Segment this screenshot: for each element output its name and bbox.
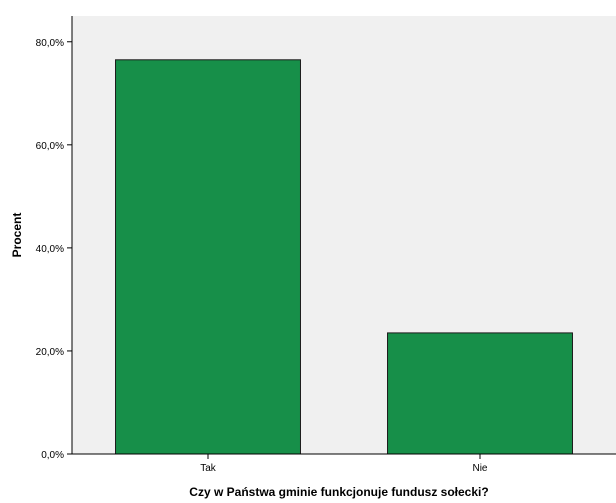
bar-nie: [387, 332, 573, 455]
y-axis-title: Procent: [10, 213, 24, 258]
x-ticks-group: Tak Nie: [200, 454, 488, 474]
y-ticks-group: 0,0% 20,0% 40,0% 60,0% 80,0%: [36, 38, 72, 461]
x-axis-title: Czy w Państwa gminie funkcjonuje fundusz…: [189, 485, 488, 499]
y-tick-label: 60,0%: [36, 141, 64, 152]
x-tick-label: Nie: [472, 463, 487, 474]
y-tick-label: 20,0%: [36, 347, 64, 358]
y-tick-label: 40,0%: [36, 244, 64, 255]
bars-group: [115, 59, 573, 455]
bar-tak: [115, 59, 301, 455]
y-tick-label: 0,0%: [41, 450, 64, 461]
y-tick-label: 80,0%: [36, 38, 64, 49]
x-tick-label: Tak: [200, 463, 217, 474]
